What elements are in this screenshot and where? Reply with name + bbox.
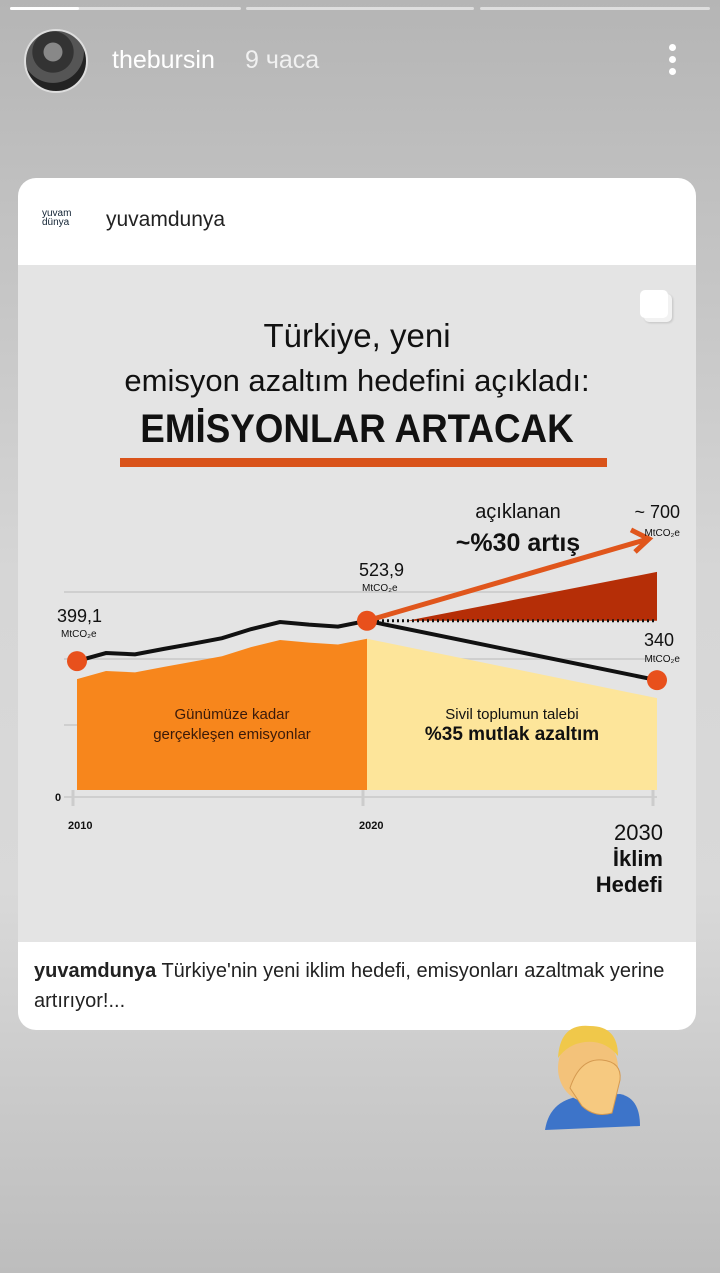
annotation-value: ~ 700 bbox=[634, 502, 680, 522]
facepalm-emoji-sticker[interactable] bbox=[540, 1018, 645, 1133]
emissions-line bbox=[76, 618, 658, 683]
increase-area bbox=[407, 571, 657, 621]
infographic-title-line1: Türkiye, yeni bbox=[263, 317, 451, 354]
demand-label: %35 mutlak azaltım bbox=[425, 724, 599, 745]
post-avatar-logo[interactable]: yuvam dünya bbox=[42, 208, 72, 228]
arrow-head bbox=[629, 527, 654, 554]
x-end-label: 2030 bbox=[614, 820, 663, 845]
x-end-label: İklim bbox=[613, 846, 663, 871]
annotation-value: 340 bbox=[644, 630, 674, 650]
infographic-headline: EMİSYONLAR ARTACAK bbox=[140, 407, 574, 451]
annotation-unit: MtCO₂e bbox=[644, 654, 680, 665]
story-time: 9 часа bbox=[245, 46, 320, 74]
data-point bbox=[357, 610, 377, 631]
y-tick-label: 0 bbox=[55, 792, 61, 804]
shared-post-card[interactable]: yuvam dünya yuvamdunya Türkiye, yeni emis… bbox=[18, 178, 696, 1030]
announced-label: ~%30 artış bbox=[456, 529, 580, 557]
post-username[interactable]: yuvamdunya bbox=[106, 208, 226, 231]
data-point bbox=[647, 670, 667, 691]
headline-underline bbox=[120, 458, 607, 467]
avatar[interactable] bbox=[24, 29, 88, 93]
annotation-unit: MtCO₂e bbox=[61, 629, 97, 640]
historical-label: Günümüze kadar bbox=[174, 706, 289, 723]
demand-area bbox=[367, 638, 657, 790]
announced-label: açıklanan bbox=[475, 501, 561, 523]
demand-label: Sivil toplumun talebi bbox=[445, 706, 578, 723]
story-progress-segment bbox=[10, 7, 241, 10]
post-header: yuvam dünya yuvamdunya bbox=[18, 178, 696, 265]
annotation-unit: MtCO₂e bbox=[362, 583, 398, 594]
infographic-title-line2: emisyon azaltım hedefini açıkladı: bbox=[124, 363, 590, 398]
post-caption: yuvamdunya Türkiye'nin yeni iklim hedefi… bbox=[34, 960, 665, 1012]
data-point bbox=[67, 651, 87, 672]
x-tick-label: 2010 bbox=[68, 820, 92, 832]
more-options-icon[interactable] bbox=[662, 40, 682, 80]
annotation-value: 399,1 bbox=[57, 606, 102, 626]
x-tick-label: 2020 bbox=[359, 820, 383, 832]
historical-label: gerçekleşen emisyonlar bbox=[153, 726, 311, 743]
increase-arrow bbox=[366, 537, 646, 624]
historical-area bbox=[77, 638, 367, 790]
story-progress-segment bbox=[480, 7, 710, 10]
carousel-icon bbox=[640, 290, 668, 318]
annotation-unit: MtCO₂e bbox=[644, 528, 680, 539]
annotation-value: 523,9 bbox=[359, 560, 404, 580]
story-progress-segment bbox=[246, 7, 474, 10]
x-end-label: Hedefi bbox=[596, 872, 663, 897]
story-username[interactable]: thebursin bbox=[112, 46, 215, 74]
